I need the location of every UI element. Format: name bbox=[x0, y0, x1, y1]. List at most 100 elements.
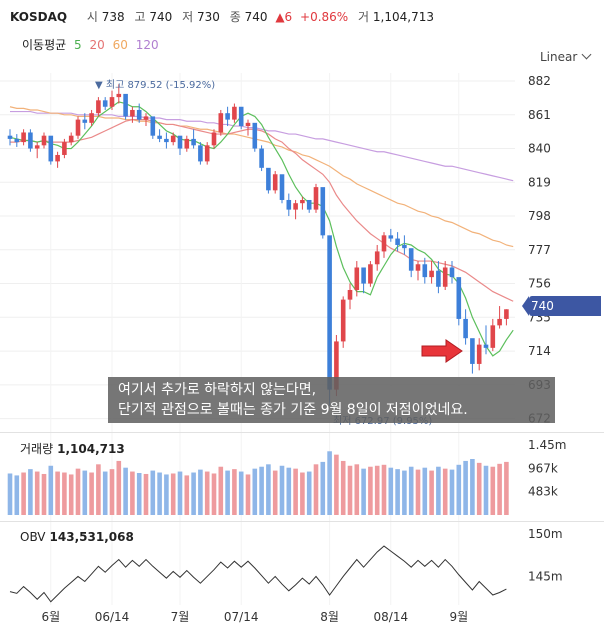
price-tick-label: 798 bbox=[528, 209, 551, 223]
candle-body bbox=[218, 113, 224, 133]
price-tick-label: 777 bbox=[528, 243, 551, 257]
volume-bar bbox=[191, 472, 196, 515]
volume-panel-label: 거래량 1,104,713 bbox=[20, 440, 125, 457]
red-arrow-icon bbox=[421, 339, 463, 363]
candle-body bbox=[286, 199, 292, 210]
candle-body bbox=[14, 138, 20, 143]
volume-bar bbox=[422, 467, 428, 515]
volume-bar bbox=[463, 460, 468, 515]
candle-body bbox=[272, 174, 278, 191]
date-tick-label: 8월 bbox=[320, 610, 339, 624]
price-tick-label: 882 bbox=[528, 74, 551, 88]
volume-bar bbox=[374, 465, 380, 515]
volume-bar bbox=[252, 468, 258, 515]
candle-body bbox=[388, 235, 394, 239]
symbol-name[interactable]: KOSDAQ bbox=[10, 10, 68, 24]
volume-bar bbox=[170, 473, 176, 515]
volume-bar bbox=[7, 473, 13, 515]
volume-bar bbox=[245, 474, 251, 515]
volume-bar bbox=[381, 464, 387, 515]
volume-bar bbox=[408, 466, 414, 515]
candle-body bbox=[463, 318, 468, 339]
candle-body bbox=[41, 135, 47, 146]
ma-legend[interactable]: 이동평균 5 20 60 120 bbox=[22, 36, 163, 53]
candle-body bbox=[483, 344, 489, 348]
volume-bar bbox=[436, 466, 441, 515]
candle-body bbox=[279, 174, 285, 200]
volume-bar bbox=[143, 473, 149, 515]
candle-body bbox=[204, 145, 210, 162]
volume-bar bbox=[279, 465, 285, 515]
candle-body bbox=[136, 109, 142, 120]
price-grid bbox=[0, 73, 515, 605]
caption-line-2: 단기적 관점으로 볼때는 종가 기준 9월 8일이 저점이었네요. bbox=[118, 402, 468, 418]
candle-body bbox=[21, 132, 26, 143]
candle-body bbox=[395, 238, 400, 245]
date-tick-label: 08/14 bbox=[374, 610, 409, 624]
volume-tick-label: 967k bbox=[528, 461, 558, 475]
volume-bar bbox=[238, 471, 244, 515]
candle-body bbox=[334, 341, 339, 390]
volume-bar bbox=[470, 459, 475, 515]
candle-body bbox=[143, 116, 149, 120]
ma-legend-20[interactable]: 20 bbox=[89, 38, 105, 52]
caption-line-1: 여기서 추가로 하락하지 않는다면, bbox=[118, 382, 317, 398]
scale-selector[interactable]: Linear bbox=[540, 49, 592, 64]
volume-bar bbox=[259, 466, 264, 515]
candle-body bbox=[164, 138, 169, 143]
ma-legend-60[interactable]: 60 bbox=[112, 38, 128, 52]
obv-line bbox=[9, 545, 507, 603]
volume-bar bbox=[490, 466, 496, 515]
volume-bar bbox=[96, 464, 101, 515]
date-tick-label: 7월 bbox=[171, 610, 190, 624]
candle-body bbox=[225, 113, 230, 120]
volume-bar bbox=[28, 469, 33, 515]
volume-bar bbox=[34, 471, 40, 515]
volume-bar bbox=[75, 468, 81, 515]
volume-bar bbox=[300, 472, 305, 515]
high-value: 740 bbox=[149, 10, 173, 24]
obv-series-line bbox=[9, 545, 507, 603]
volume-value: 1,104,713 bbox=[372, 10, 434, 24]
candle-body bbox=[109, 97, 115, 107]
open-label: 시 bbox=[86, 10, 98, 24]
volume-bar bbox=[14, 475, 20, 515]
volume-bar bbox=[347, 465, 353, 515]
volume-bar bbox=[82, 470, 88, 515]
close-label: 종 bbox=[229, 10, 241, 24]
ma-legend-120[interactable]: 120 bbox=[135, 38, 159, 52]
volume-bar bbox=[334, 454, 339, 515]
candle-body bbox=[130, 109, 135, 117]
volume-bar bbox=[123, 467, 128, 515]
candle-body bbox=[408, 248, 414, 271]
candle-body bbox=[300, 199, 305, 204]
ma-legend-5[interactable]: 5 bbox=[74, 38, 82, 52]
volume-bar bbox=[198, 469, 203, 515]
open-value: 738 bbox=[101, 10, 125, 24]
volume-bar bbox=[55, 471, 60, 515]
volume-bar bbox=[429, 470, 434, 515]
volume-bar bbox=[504, 461, 509, 515]
ma-legend-title: 이동평균 bbox=[22, 38, 67, 52]
candle-body bbox=[252, 122, 258, 149]
volume-bar bbox=[306, 471, 312, 515]
candle-body bbox=[96, 100, 101, 114]
candle-body bbox=[422, 264, 428, 278]
date-tick-label: 06/14 bbox=[95, 610, 130, 624]
chart-annotations: ▼ 최고 879.52 (-15.92%) 최저 672.97 (9.95%) bbox=[95, 79, 463, 427]
candle-body bbox=[191, 138, 196, 146]
date-tick-label: 07/14 bbox=[224, 610, 259, 624]
volume-bar bbox=[89, 472, 94, 515]
volume-bar bbox=[102, 471, 108, 515]
volume-bars bbox=[7, 451, 509, 515]
candle-body bbox=[306, 199, 312, 210]
volume-bar bbox=[130, 471, 135, 515]
volume-bar bbox=[476, 462, 482, 515]
candle-body bbox=[232, 106, 237, 120]
change-value: ▲6 bbox=[275, 10, 293, 24]
candle-body bbox=[361, 267, 366, 284]
volume-tick-label: 483k bbox=[528, 485, 558, 499]
volume-bar bbox=[150, 470, 156, 515]
volume-bar bbox=[449, 469, 455, 515]
